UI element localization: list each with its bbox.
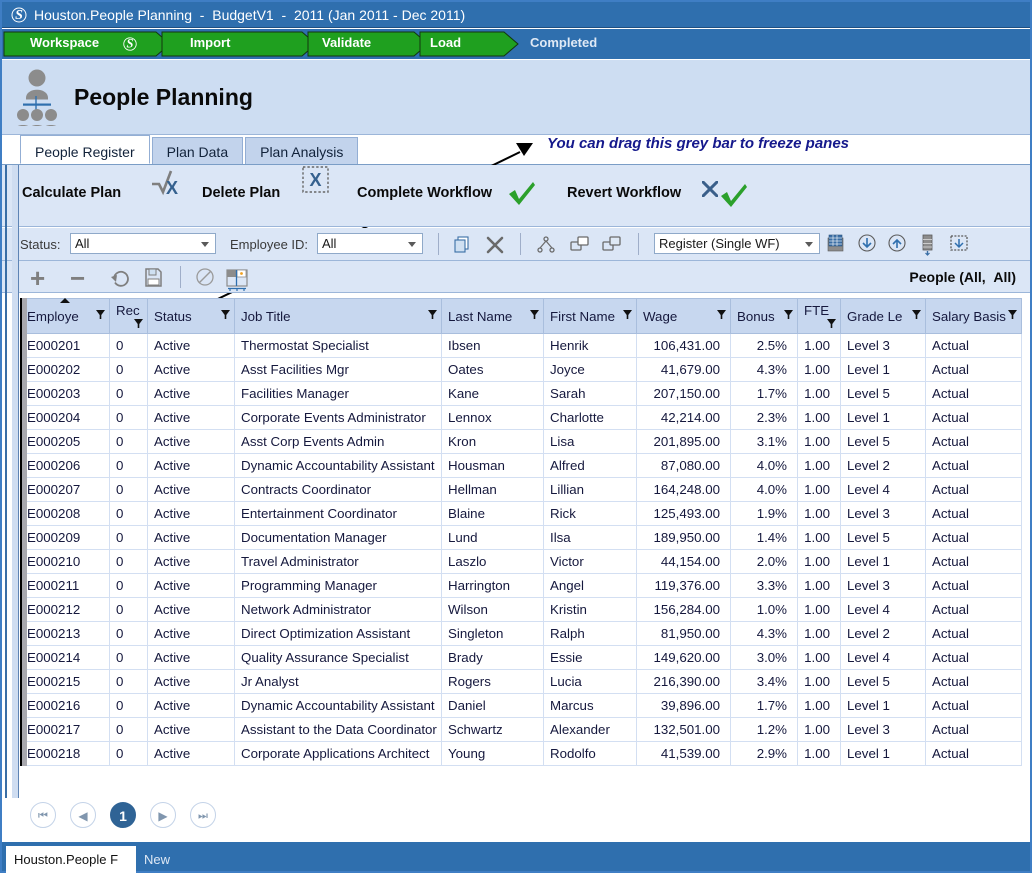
svg-text:X: X xyxy=(166,178,178,197)
svg-text:S: S xyxy=(15,8,23,23)
svg-text:X: X xyxy=(309,170,321,190)
svg-text:S: S xyxy=(127,37,134,51)
